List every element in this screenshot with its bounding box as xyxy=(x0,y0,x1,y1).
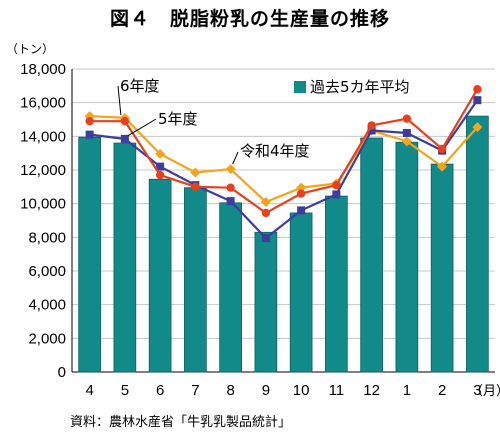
bar xyxy=(325,195,348,373)
data-point xyxy=(120,116,130,126)
data-point xyxy=(473,96,482,105)
y-axis-unit: （トン） xyxy=(6,42,55,56)
data-point xyxy=(401,136,412,147)
data-point xyxy=(367,126,376,135)
data-point xyxy=(85,116,94,126)
data-point xyxy=(225,164,236,175)
data-point xyxy=(155,149,166,160)
series-callout-label: 令和4年度 xyxy=(240,142,310,160)
y-tick-label: 10,000 xyxy=(20,196,66,213)
x-tick-label: 10 xyxy=(293,382,310,399)
y-tick-label: 14,000 xyxy=(20,128,66,145)
bar xyxy=(78,136,101,373)
x-axis-unit: （月） xyxy=(470,384,500,399)
chart-title: 図４ 脱脂粉乳の生産量の推移 xyxy=(109,8,390,30)
y-tick-label: 6,000 xyxy=(28,263,66,280)
y-tick-label: 0 xyxy=(58,364,66,381)
data-point xyxy=(332,190,341,199)
data-point xyxy=(261,208,271,218)
data-point xyxy=(226,183,235,192)
x-tick-label: 4 xyxy=(85,382,93,399)
source-note: 資料：農林水産省「牛乳乳製品統計」 xyxy=(70,415,292,430)
x-tick-label: 9 xyxy=(262,382,270,399)
data-point xyxy=(297,206,306,215)
bar xyxy=(184,187,207,373)
data-point xyxy=(226,197,235,206)
y-tick-label: 16,000 xyxy=(20,95,66,112)
data-point xyxy=(402,114,412,123)
data-point xyxy=(156,162,165,171)
y-tick-label: 18,000 xyxy=(20,61,66,78)
bar xyxy=(395,141,419,373)
callout-leader xyxy=(232,151,239,165)
data-point xyxy=(367,121,376,130)
callout-leader xyxy=(117,85,122,116)
data-point xyxy=(296,182,307,193)
bar xyxy=(254,231,278,373)
data-point xyxy=(472,122,483,133)
series-line xyxy=(89,99,479,240)
series-line xyxy=(89,115,479,204)
data-point xyxy=(437,144,447,154)
x-tick-label: 2 xyxy=(438,382,446,399)
series-callout-label: 6年度 xyxy=(120,77,160,95)
series-line xyxy=(89,88,479,215)
x-tick-label: 6 xyxy=(156,382,164,399)
bar xyxy=(148,178,172,373)
data-point xyxy=(261,234,270,243)
legend-label-bars: 過去5カ年平均 xyxy=(310,78,410,96)
bar xyxy=(360,137,383,373)
data-point xyxy=(437,161,448,172)
data-point xyxy=(191,182,200,192)
data-point xyxy=(190,167,201,178)
x-tick-label: 11 xyxy=(329,382,345,399)
x-tick-label: 5 xyxy=(121,382,129,399)
x-tick-label: 1 xyxy=(403,382,411,399)
data-point xyxy=(120,134,129,143)
y-tick-label: 2,000 xyxy=(28,330,66,347)
callout-leader xyxy=(127,118,157,137)
bar xyxy=(113,142,137,373)
data-point xyxy=(85,130,94,139)
x-tick-label: 8 xyxy=(226,382,234,399)
y-tick-label: 12,000 xyxy=(20,162,66,179)
y-tick-label: 4,000 xyxy=(28,297,66,314)
x-tick-label: 12 xyxy=(363,382,380,399)
bar xyxy=(430,163,454,373)
series-callout-label: 5年度 xyxy=(158,110,198,128)
bar xyxy=(466,115,489,373)
x-tick-label: 3 xyxy=(473,382,481,399)
bar xyxy=(219,202,242,373)
data-point xyxy=(402,128,411,137)
legend: 過去5カ年平均 xyxy=(294,76,410,97)
data-point xyxy=(473,85,482,94)
data-point xyxy=(296,189,306,198)
data-point xyxy=(155,170,165,180)
legend-swatch-bars xyxy=(294,80,306,93)
y-tick-label: 8,000 xyxy=(28,229,66,246)
data-point xyxy=(332,180,341,190)
data-point xyxy=(260,196,271,207)
x-tick-label: 7 xyxy=(191,382,199,399)
bar xyxy=(289,212,313,373)
